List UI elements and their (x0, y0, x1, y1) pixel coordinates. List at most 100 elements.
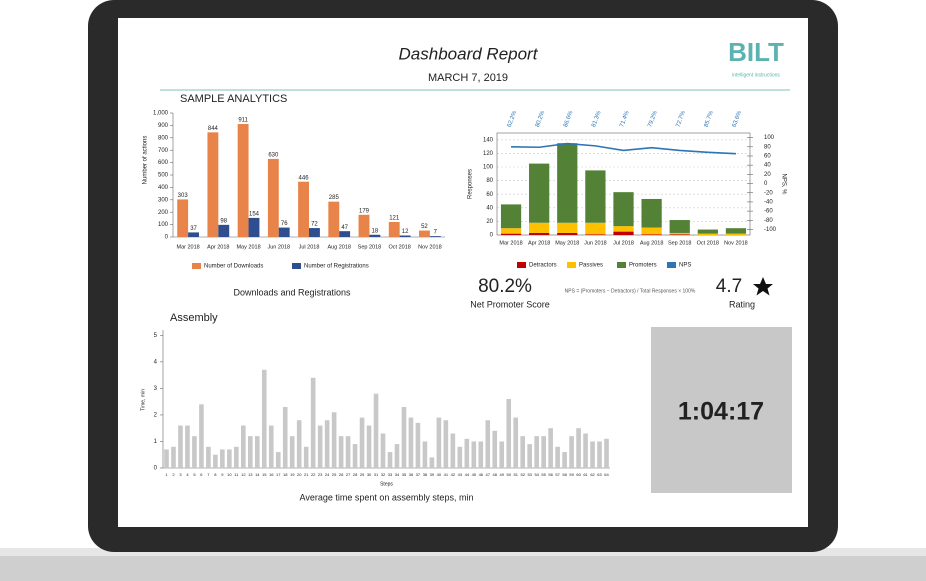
bar (604, 438, 609, 468)
bar (282, 406, 288, 468)
bar (492, 430, 498, 468)
bar-segment (557, 143, 578, 223)
data-label: 911 (238, 118, 248, 124)
bar (220, 449, 225, 468)
legend-swatch (517, 262, 526, 268)
bar (206, 446, 211, 468)
x-tick-label: 23 (318, 472, 323, 477)
x-tick-label: 3 (179, 472, 182, 477)
data-label: 47 (341, 225, 348, 231)
bar (562, 452, 567, 468)
bar (443, 420, 449, 468)
x-tick-label: 28 (353, 472, 358, 477)
bar-segment (613, 192, 634, 227)
bar (388, 221, 400, 237)
x-tick-label: 42 (451, 472, 456, 477)
bar (429, 236, 441, 237)
x-axis-label: Steps (380, 481, 393, 487)
x-tick-label: 25 (332, 472, 337, 477)
bar (248, 217, 260, 237)
bar-segment (669, 234, 690, 235)
top-label: 63.6% (732, 110, 744, 129)
y-tick-label: 100 (158, 222, 169, 228)
legend-label: Promoters (629, 263, 657, 269)
bar (352, 444, 358, 468)
y-tick-label: 200 (158, 210, 169, 216)
bar-segment (641, 234, 662, 235)
top-label: 80.2% (535, 110, 547, 129)
x-tick-label: 21 (304, 472, 309, 477)
bar-segment (613, 231, 634, 235)
legend-label: NPS (679, 263, 691, 269)
x-tick-label: 38 (423, 472, 428, 477)
nps-line (511, 142, 736, 155)
y-tick-label: 80 (764, 144, 771, 150)
bar (527, 444, 532, 468)
bar (457, 446, 463, 468)
data-label: 154 (249, 211, 260, 217)
y-tick-label: -100 (764, 227, 777, 233)
y-tick-label: 140 (483, 137, 494, 143)
x-tick-label: May 2018 (555, 240, 579, 246)
y-tick-label: 40 (486, 205, 493, 211)
bar (207, 132, 219, 237)
bar-segment (585, 222, 606, 235)
data-label: 630 (268, 152, 279, 158)
x-tick-label: 52 (520, 472, 525, 477)
bar-segment (641, 227, 662, 235)
x-tick-label: 46 (479, 472, 484, 477)
x-tick-label: 51 (513, 472, 518, 477)
bar (380, 433, 386, 468)
x-tick-label: 13 (248, 472, 253, 477)
x-tick-label: 60 (576, 472, 581, 477)
x-tick-label: 8 (214, 472, 217, 477)
bar (234, 446, 239, 468)
bar-segment (529, 232, 550, 235)
x-tick-label: 15 (262, 472, 267, 477)
bar (331, 412, 337, 468)
bar (310, 377, 316, 468)
x-tick-label: 7 (207, 472, 210, 477)
y-tick-label: 100 (764, 135, 775, 141)
x-tick-label: 53 (527, 472, 532, 477)
x-tick-label: 63 (597, 472, 602, 477)
bar (278, 227, 290, 237)
x-tick-label: 30 (367, 472, 372, 477)
bar-segment (697, 233, 718, 235)
bar-segment (500, 228, 522, 234)
y-tick-label: 0 (154, 466, 158, 472)
x-tick-label: 49 (500, 472, 505, 477)
x-tick-label: 44 (465, 472, 470, 477)
y-axis-label: Responses (468, 169, 474, 199)
bar-segment (557, 232, 578, 235)
bar (317, 425, 323, 468)
x-tick-label: 24 (325, 472, 330, 477)
x-tick-label: 5 (193, 472, 196, 477)
x-tick-label: Oct 2018 (697, 240, 719, 246)
y-tick-label: 20 (486, 219, 493, 225)
x-tick-label: Mar 2018 (499, 240, 522, 246)
x-tick-label: 2 (172, 472, 175, 477)
bar-segment (557, 222, 578, 233)
top-label: 71.4% (619, 110, 631, 129)
top-label: 62.2% (507, 110, 519, 129)
x-tick-label: 11 (234, 472, 239, 477)
bar (328, 201, 340, 237)
bar (478, 441, 484, 468)
bar (520, 436, 526, 468)
legend-swatch (292, 263, 301, 269)
chart-caption: Average time spent on assembly steps, mi… (300, 492, 474, 502)
y-tick-label: 1,000 (153, 111, 169, 117)
x-tick-label: Oct 2018 (389, 244, 411, 250)
x-tick-label: 57 (555, 472, 560, 477)
report-date: MARCH 7, 2019 (428, 72, 508, 84)
y-tick-label: 20 (764, 172, 771, 178)
x-tick-label: 20 (297, 472, 302, 477)
legend-swatch (667, 262, 676, 268)
x-tick-label: 33 (388, 472, 393, 477)
y-tick-label: 0 (764, 181, 768, 187)
bar-segment (585, 234, 606, 235)
legend-label: Number of Downloads (204, 264, 263, 270)
y-tick-label: 60 (764, 154, 771, 160)
bar (597, 441, 602, 468)
